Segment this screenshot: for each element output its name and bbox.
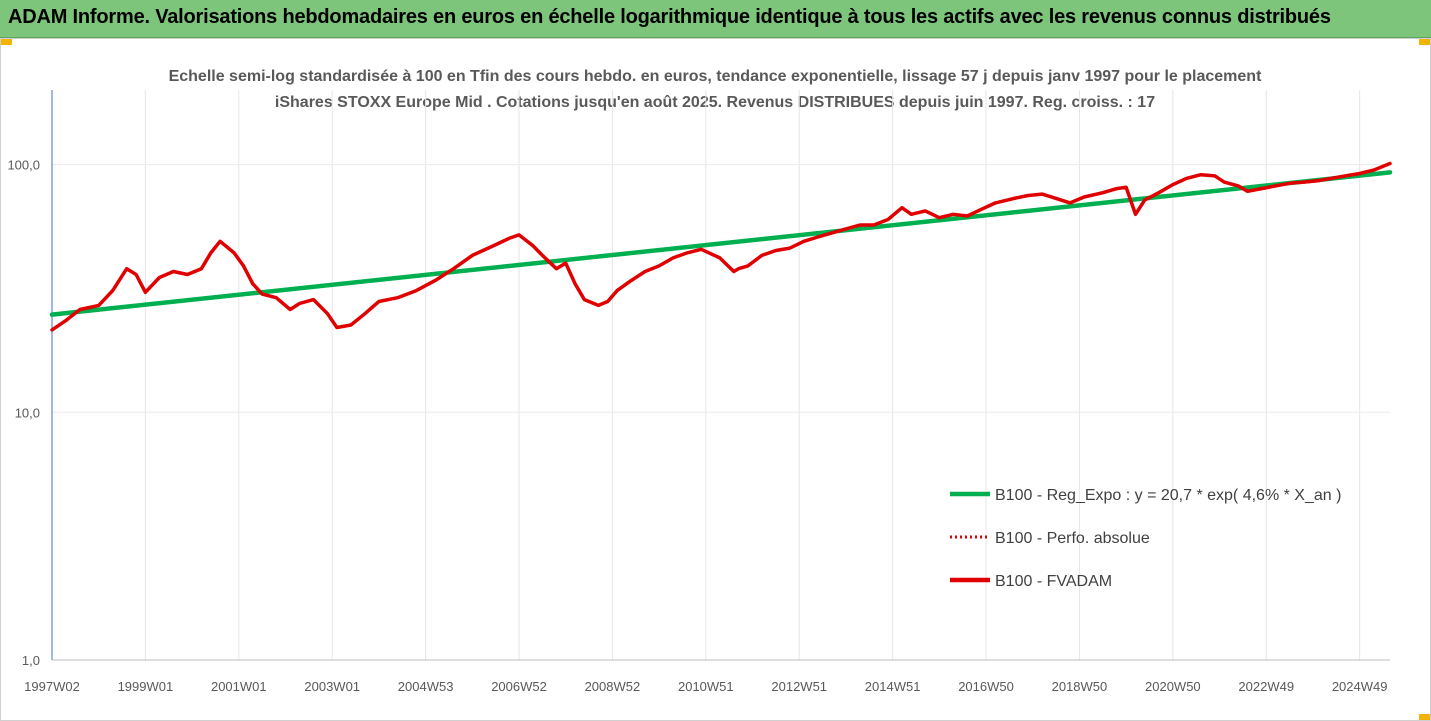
legend: B100 - Reg_Expo : y = 20,7 * exp( 4,6% *… xyxy=(950,487,1341,590)
corner-mark-right xyxy=(1419,38,1431,45)
x-tick-label: 2020W50 xyxy=(1145,679,1201,694)
y-tick-label: 1,0 xyxy=(22,653,40,668)
banner-title: ADAM Informe. Valorisations hebdomadaire… xyxy=(8,6,1331,28)
x-tick-label: 2003W01 xyxy=(304,679,360,694)
y-tick-label: 100,0 xyxy=(7,158,40,173)
x-tick-label: 2010W51 xyxy=(678,679,734,694)
corner-mark-left xyxy=(0,38,12,45)
chart-title: Echelle semi-log standardisée à 100 en T… xyxy=(168,68,1262,111)
fvadam-line-series xyxy=(50,161,1392,332)
series-lines xyxy=(49,161,1393,332)
legend-label: B100 - Perfo. absolue xyxy=(995,530,1150,547)
corner-mark-bottom-right xyxy=(1419,714,1431,721)
x-tick-label: 2006W52 xyxy=(491,679,547,694)
legend-label: B100 - FVADAM xyxy=(995,573,1112,590)
x-tick-label: 2016W50 xyxy=(958,679,1014,694)
y-tick-label: 10,0 xyxy=(15,405,40,420)
vertical-gridlines xyxy=(52,90,1390,661)
x-tick-label: 2024W49 xyxy=(1332,679,1388,694)
x-tick-label: 2001W01 xyxy=(211,679,267,694)
x-axis: 1997W02 1999W01 2001W01 2003W01 2004W53 2006W… xyxy=(24,659,1390,694)
legend-label: B100 - Reg_Expo : y = 20,7 * exp( 4,6% *… xyxy=(995,487,1341,504)
x-tick-label: 2004W53 xyxy=(398,679,454,694)
x-tick-label: 2014W51 xyxy=(865,679,921,694)
x-tick-label: 2022W49 xyxy=(1238,679,1294,694)
x-tick-label: 1997W02 xyxy=(24,679,80,694)
header-banner: ADAM Informe. Valorisations hebdomadaire… xyxy=(0,0,1431,38)
y-axis: 1,0 10,0 100,0 xyxy=(7,90,53,668)
x-tick-label: 1999W01 xyxy=(118,679,174,694)
x-tick-label: 2018W50 xyxy=(1052,679,1108,694)
x-tick-label: 2008W52 xyxy=(585,679,641,694)
x-tick-label: 2012W51 xyxy=(771,679,827,694)
trend-line-series xyxy=(49,170,1393,317)
